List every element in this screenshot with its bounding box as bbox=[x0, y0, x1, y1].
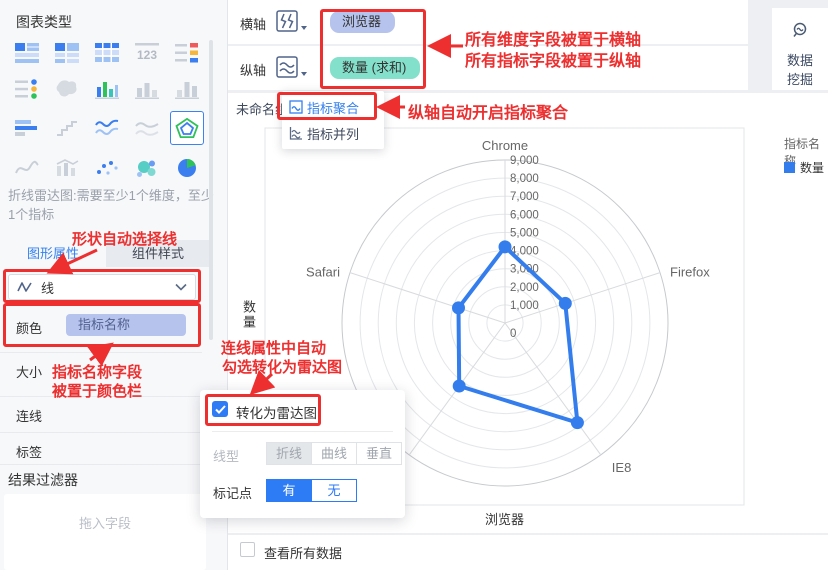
chart-type-bar-chart-icon[interactable] bbox=[130, 72, 164, 106]
y-axis-title: 数量 bbox=[241, 300, 256, 330]
chart-type-combo-chart-icon[interactable] bbox=[50, 151, 84, 185]
view-all-data-checkbox[interactable] bbox=[240, 542, 255, 557]
chart-type-title: 图表类型 bbox=[16, 14, 72, 30]
divider bbox=[0, 464, 202, 465]
chart-type-curve-chart-icon[interactable] bbox=[10, 151, 44, 185]
marker-off-button[interactable]: 无 bbox=[311, 479, 357, 502]
svg-text:123: 123 bbox=[137, 48, 157, 62]
vertical-axis-type-icon[interactable] bbox=[276, 56, 308, 85]
chart-type-radar-chart-icon[interactable] bbox=[170, 111, 204, 145]
data-mining-icon bbox=[793, 22, 807, 37]
legend-item-quantity[interactable]: 数量 bbox=[784, 159, 824, 176]
svg-text:0: 0 bbox=[510, 328, 516, 340]
chart-type-area-chart-icon[interactable] bbox=[130, 111, 164, 145]
chart-type-multi-axis-chart-icon[interactable] bbox=[90, 72, 124, 106]
label-row-label[interactable]: 标签 bbox=[16, 445, 43, 460]
size-row-label[interactable]: 大小 bbox=[16, 365, 43, 380]
line-shape-icon bbox=[17, 282, 32, 292]
connectline-row-label[interactable]: 连线 bbox=[16, 409, 43, 424]
horizontal-axis-label: 横轴 bbox=[240, 17, 267, 32]
svg-text:1,000: 1,000 bbox=[510, 300, 539, 312]
svg-text:4,000: 4,000 bbox=[510, 246, 539, 258]
chart-type-column-chart-icon[interactable] bbox=[170, 72, 204, 106]
chart-type-colored-kpi-table-icon[interactable] bbox=[170, 36, 204, 70]
chart-type-description: 折线雷达图:需要至少1个维度，至少 1个指标 bbox=[8, 188, 214, 222]
divider bbox=[212, 431, 393, 432]
marker-segmented: 有 无 bbox=[266, 479, 357, 502]
menu-item-measure-parallel[interactable]: 指标并列 bbox=[282, 120, 384, 146]
svg-text:6,000: 6,000 bbox=[510, 209, 539, 221]
result-filter-title: 结果过滤器 bbox=[8, 472, 78, 488]
horizontal-axis-row: 横轴 浏览器 bbox=[228, 0, 748, 44]
tab-graphic-attributes[interactable]: 图形属性 bbox=[26, 246, 79, 261]
drop-placeholder: 拖入字段 bbox=[78, 516, 131, 531]
svg-text:Chrome: Chrome bbox=[482, 138, 528, 153]
x-axis-title: 浏览器 bbox=[484, 512, 524, 527]
menu-item-measure-aggregation[interactable]: 指标聚合 bbox=[282, 94, 384, 120]
legend-color-swatch bbox=[784, 162, 795, 173]
radar-chart[interactable]: 01,0002,0003,0004,0005,0006,0007,0008,00… bbox=[228, 93, 828, 533]
svg-text:Safari: Safari bbox=[306, 265, 340, 280]
svg-text:IE8: IE8 bbox=[612, 460, 632, 475]
marker-point-label: 标记点 bbox=[213, 486, 253, 501]
data-mining-label: 数据 挖掘 bbox=[786, 53, 813, 87]
chart-type-kpi-card-icon[interactable]: 123 bbox=[130, 36, 164, 70]
divider bbox=[0, 432, 202, 433]
chart-type-pie-chart-icon[interactable] bbox=[170, 151, 204, 185]
filter-drop-area[interactable]: 拖入字段 bbox=[4, 494, 206, 570]
line-type-polyline[interactable]: 折线 bbox=[266, 442, 312, 465]
divider bbox=[0, 396, 202, 397]
radar-convert-label: 转化为雷达图 bbox=[236, 406, 317, 421]
chart-type-cross-table-icon[interactable] bbox=[50, 36, 84, 70]
chart-type-map-icon[interactable] bbox=[50, 72, 84, 106]
vertical-axis-label: 纵轴 bbox=[240, 63, 267, 78]
line-type-curve[interactable]: 曲线 bbox=[311, 442, 357, 465]
divider bbox=[0, 352, 202, 353]
chart-config-sidebar: 图表类型 123 折线雷达图:需要至少1个维度，至少 1个指标 图形属性 组件样… bbox=[0, 0, 228, 570]
measure-parallel-icon bbox=[289, 127, 302, 140]
line-type-label: 线型 bbox=[213, 449, 240, 464]
chart-type-line-chart-icon[interactable] bbox=[90, 111, 124, 145]
radar-convert-checkbox[interactable] bbox=[212, 401, 228, 417]
shape-select-value: 线 bbox=[41, 280, 55, 296]
svg-text:7,000: 7,000 bbox=[510, 191, 539, 203]
horizontal-axis-type-icon[interactable] bbox=[276, 10, 308, 39]
vertical-axis-row: 纵轴 数量 (求和) bbox=[228, 46, 748, 90]
view-all-data-label: 查看所有数据 bbox=[264, 546, 343, 561]
chart-type-step-chart-icon[interactable] bbox=[50, 111, 84, 145]
connect-line-popup: 转化为雷达图 线型 折线 曲线 垂直 标记点 有 无 bbox=[200, 390, 405, 518]
chart-type-stacked-hbar-icon[interactable] bbox=[10, 111, 44, 145]
data-mining-button[interactable]: 数据 挖掘 bbox=[772, 8, 828, 90]
chart-type-index-card-icon[interactable] bbox=[10, 72, 44, 106]
chart-type-detail-table-icon[interactable] bbox=[90, 36, 124, 70]
color-row-label: 颜色 bbox=[16, 321, 43, 336]
measure-aggregation-icon bbox=[289, 100, 303, 114]
marker-on-button[interactable]: 有 bbox=[266, 479, 312, 502]
dimension-pill-browser[interactable]: 浏览器 bbox=[330, 11, 396, 33]
vertical-axis-menu: 指标聚合 指标并列 bbox=[282, 91, 384, 149]
svg-text:Firefox: Firefox bbox=[670, 265, 710, 280]
line-type-segmented: 折线 曲线 垂直 bbox=[266, 442, 402, 465]
svg-text:9,000: 9,000 bbox=[510, 155, 539, 167]
line-type-vertical[interactable]: 垂直 bbox=[356, 442, 402, 465]
chart-type-grouped-table-icon[interactable] bbox=[10, 36, 44, 70]
footer-bar: 查看所有数据 bbox=[228, 535, 828, 570]
chart-type-scatter-plot-icon[interactable] bbox=[90, 151, 124, 185]
svg-text:2,000: 2,000 bbox=[510, 282, 539, 294]
svg-text:8,000: 8,000 bbox=[510, 173, 539, 185]
chevron-down-icon bbox=[175, 283, 187, 291]
sidebar-scrollbar[interactable] bbox=[209, 40, 213, 340]
tab-component-style[interactable]: 组件样式 bbox=[106, 240, 210, 267]
color-field-pill[interactable]: 指标名称 bbox=[66, 314, 186, 336]
shape-select[interactable]: 线 bbox=[8, 274, 196, 300]
chart-type-bubble-chart-icon[interactable] bbox=[130, 151, 164, 185]
measure-pill-quantity[interactable]: 数量 (求和) bbox=[330, 57, 421, 79]
svg-text:5,000: 5,000 bbox=[510, 227, 539, 239]
